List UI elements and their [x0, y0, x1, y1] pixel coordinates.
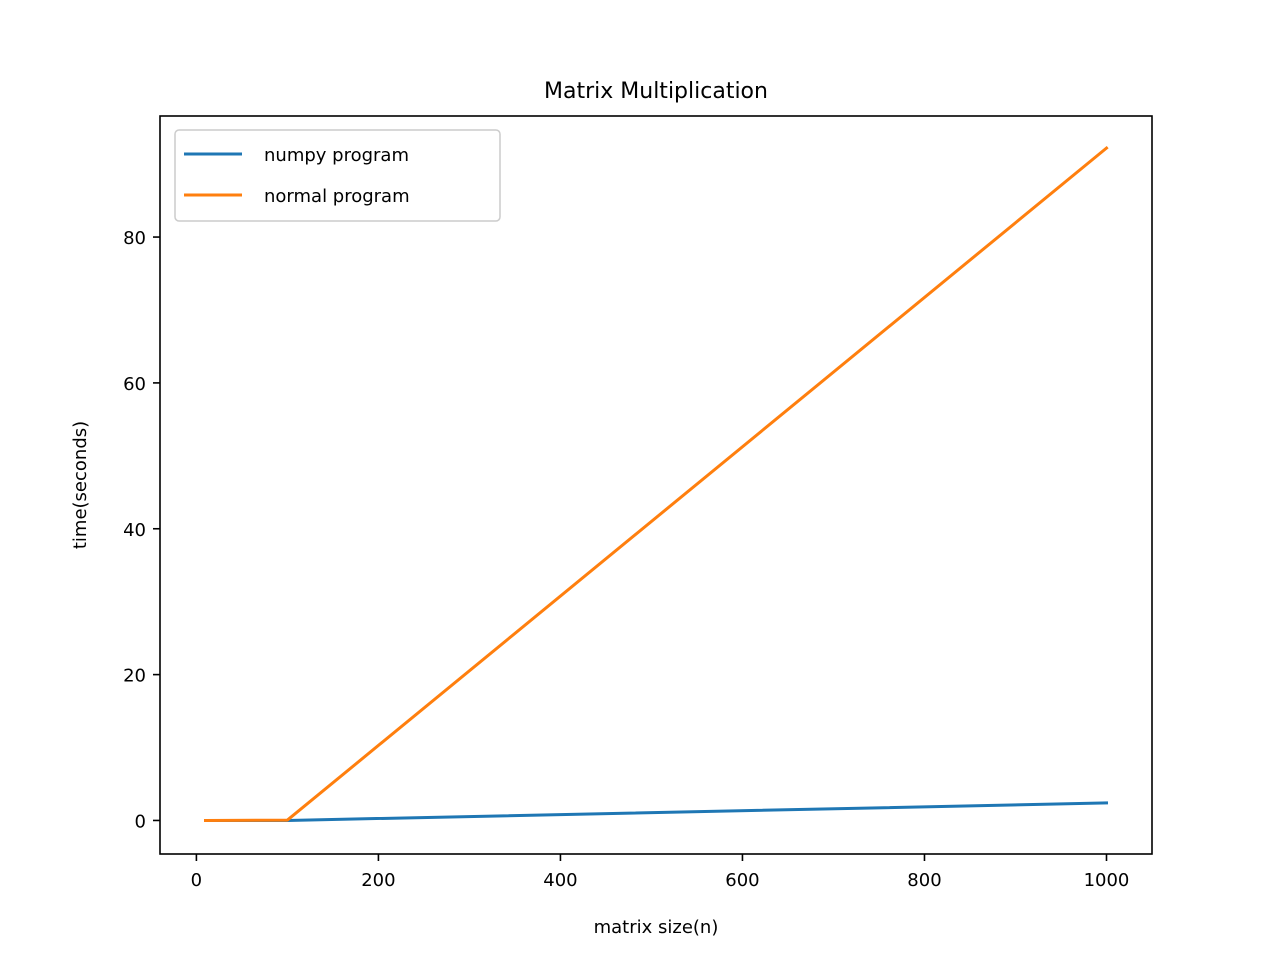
legend: numpy program normal program — [174, 129, 501, 222]
legend-box — [174, 129, 501, 222]
y-tick-label: 60 — [123, 374, 146, 395]
legend-label-1: normal program — [264, 186, 410, 207]
x-tick-label: 1000 — [1084, 870, 1130, 891]
chart-title: Matrix Multiplication — [544, 79, 768, 104]
legend-label-0: numpy program — [264, 145, 409, 166]
y-tick-label: 40 — [123, 520, 146, 541]
y-tick-label: 20 — [123, 666, 146, 687]
y-axis-label: time(seconds) — [70, 421, 91, 549]
series-line-1 — [203, 145, 1109, 822]
x-tick-label: 400 — [543, 870, 577, 891]
x-tick-label: 0 — [191, 870, 202, 891]
x-tick-label: 800 — [907, 870, 941, 891]
x-axis-label: matrix size(n) — [594, 917, 719, 938]
x-tick-label: 600 — [725, 870, 759, 891]
y-tick-label: 80 — [123, 228, 146, 249]
y-tick-label: 0 — [135, 811, 146, 832]
x-tick-label: 200 — [361, 870, 395, 891]
axes-frame — [159, 115, 1153, 855]
plot-area: 0 200 400 600 800 1000 0 20 40 60 80 — [123, 115, 1153, 891]
